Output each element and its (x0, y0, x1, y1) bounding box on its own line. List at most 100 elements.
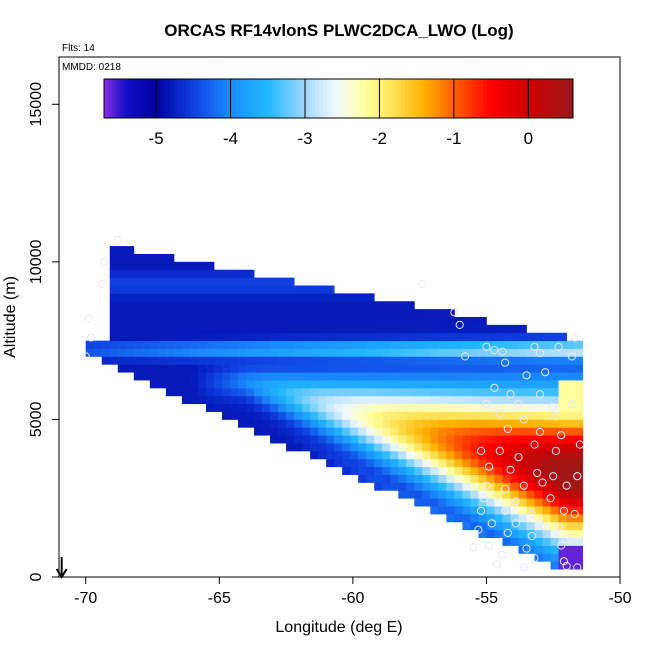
heatmap-cell (229, 403, 239, 412)
colorbar-segment (436, 79, 441, 118)
heatmap-cell (390, 301, 399, 310)
heatmap-cell (350, 324, 359, 334)
heatmap-cell (157, 285, 167, 294)
heatmap-cell (566, 356, 575, 365)
heatmap-cell (101, 356, 111, 365)
heatmap-cell (550, 356, 559, 365)
flight-marker (559, 557, 569, 566)
heatmap-cell (406, 332, 415, 342)
heatmap-cell (366, 364, 375, 373)
heatmap-cell (302, 419, 311, 428)
heatmap-cell (262, 380, 271, 389)
heatmap-cell (229, 309, 239, 318)
heatmap-cell (574, 561, 583, 570)
heatmap-cell (254, 372, 263, 381)
heatmap-cell (470, 466, 479, 475)
flight-marker (527, 509, 536, 519)
heatmap-cell (390, 482, 399, 491)
heatmap-cell (414, 356, 423, 365)
heatmap-cell (374, 324, 383, 334)
heatmap-cell (221, 340, 231, 349)
colorbar-segment (447, 79, 453, 118)
heatmap-cell (278, 356, 287, 365)
heatmap-cell (181, 332, 191, 342)
heatmap-cell (486, 356, 495, 365)
heatmap-cell (310, 293, 319, 302)
heatmap-cell (462, 364, 471, 373)
heatmap-cell (189, 317, 199, 326)
heatmap-cell (430, 403, 439, 412)
heatmap-cell (558, 387, 567, 397)
heatmap-cell (486, 364, 495, 373)
heatmap-cell (558, 529, 567, 539)
heatmap-cell (133, 301, 143, 310)
heatmap-cell (534, 411, 543, 420)
heatmap-cell (286, 332, 295, 342)
heatmap-cell (246, 277, 255, 286)
heatmap-cell (550, 545, 559, 554)
heatmap-cell (478, 506, 487, 515)
heatmap-cell (494, 324, 503, 334)
heatmap-cell (486, 521, 495, 531)
heatmap-cell (157, 380, 167, 389)
heatmap-cell (430, 364, 439, 373)
heatmap-cell (574, 443, 583, 452)
heatmap-cell (526, 387, 535, 397)
heatmap-cell (534, 387, 543, 397)
heatmap-cell (550, 498, 559, 507)
flight-marker (519, 563, 528, 572)
heatmap-cell (398, 474, 407, 483)
heatmap-cell (141, 340, 151, 349)
heatmap-cell (109, 293, 119, 302)
heatmap-cell (494, 340, 503, 349)
heatmap-cell (574, 372, 583, 381)
heatmap-cell (382, 411, 391, 420)
heatmap-cell (574, 403, 583, 412)
colorbar-segment (518, 79, 523, 118)
flight-marker (87, 333, 96, 342)
heatmap-cell (173, 285, 183, 294)
colorbar-segment (268, 79, 273, 118)
heatmap-cell (486, 380, 495, 389)
heatmap-cell (310, 317, 319, 326)
heatmap-cell (574, 435, 583, 444)
heatmap-cell (133, 332, 143, 342)
heatmap-cell (173, 348, 183, 357)
heatmap-cell (165, 364, 175, 373)
heatmap-cell (326, 309, 335, 318)
heatmap-cell (542, 513, 551, 523)
heatmap-cell (237, 340, 247, 349)
flight-marker (567, 352, 577, 361)
heatmap-cell (574, 553, 583, 562)
heatmap-cell (294, 301, 303, 310)
heatmap-cell (510, 387, 519, 397)
heatmap-cell (534, 364, 543, 373)
heatmap-cell (334, 332, 343, 342)
heatmap-cell (213, 309, 223, 318)
heatmap-cell (286, 380, 295, 389)
heatmap-cell (125, 332, 135, 342)
heatmap-cell (398, 411, 407, 420)
heatmap-cell (454, 364, 463, 373)
heatmap-cell (510, 364, 519, 373)
heatmap-cell (326, 324, 335, 334)
heatmap-cell (534, 403, 543, 412)
heatmap-cell (262, 340, 271, 349)
heatmap-cell (246, 269, 255, 279)
heatmap-cell (518, 490, 527, 499)
heatmap-cell (350, 317, 359, 326)
heatmap-cell (502, 450, 511, 460)
heatmap-cell (574, 419, 583, 428)
heatmap-cell (550, 435, 559, 444)
heatmap-cell (462, 356, 471, 365)
heatmap-cell (446, 498, 455, 507)
flight-marker (501, 484, 510, 493)
heatmap-cell (197, 317, 207, 326)
flight-marker (485, 541, 494, 550)
heatmap-cell (294, 427, 303, 436)
heatmap-cell (486, 482, 495, 491)
colorbar-segment (557, 79, 562, 118)
heatmap-cell (165, 317, 175, 326)
heatmap-cell (574, 513, 583, 523)
